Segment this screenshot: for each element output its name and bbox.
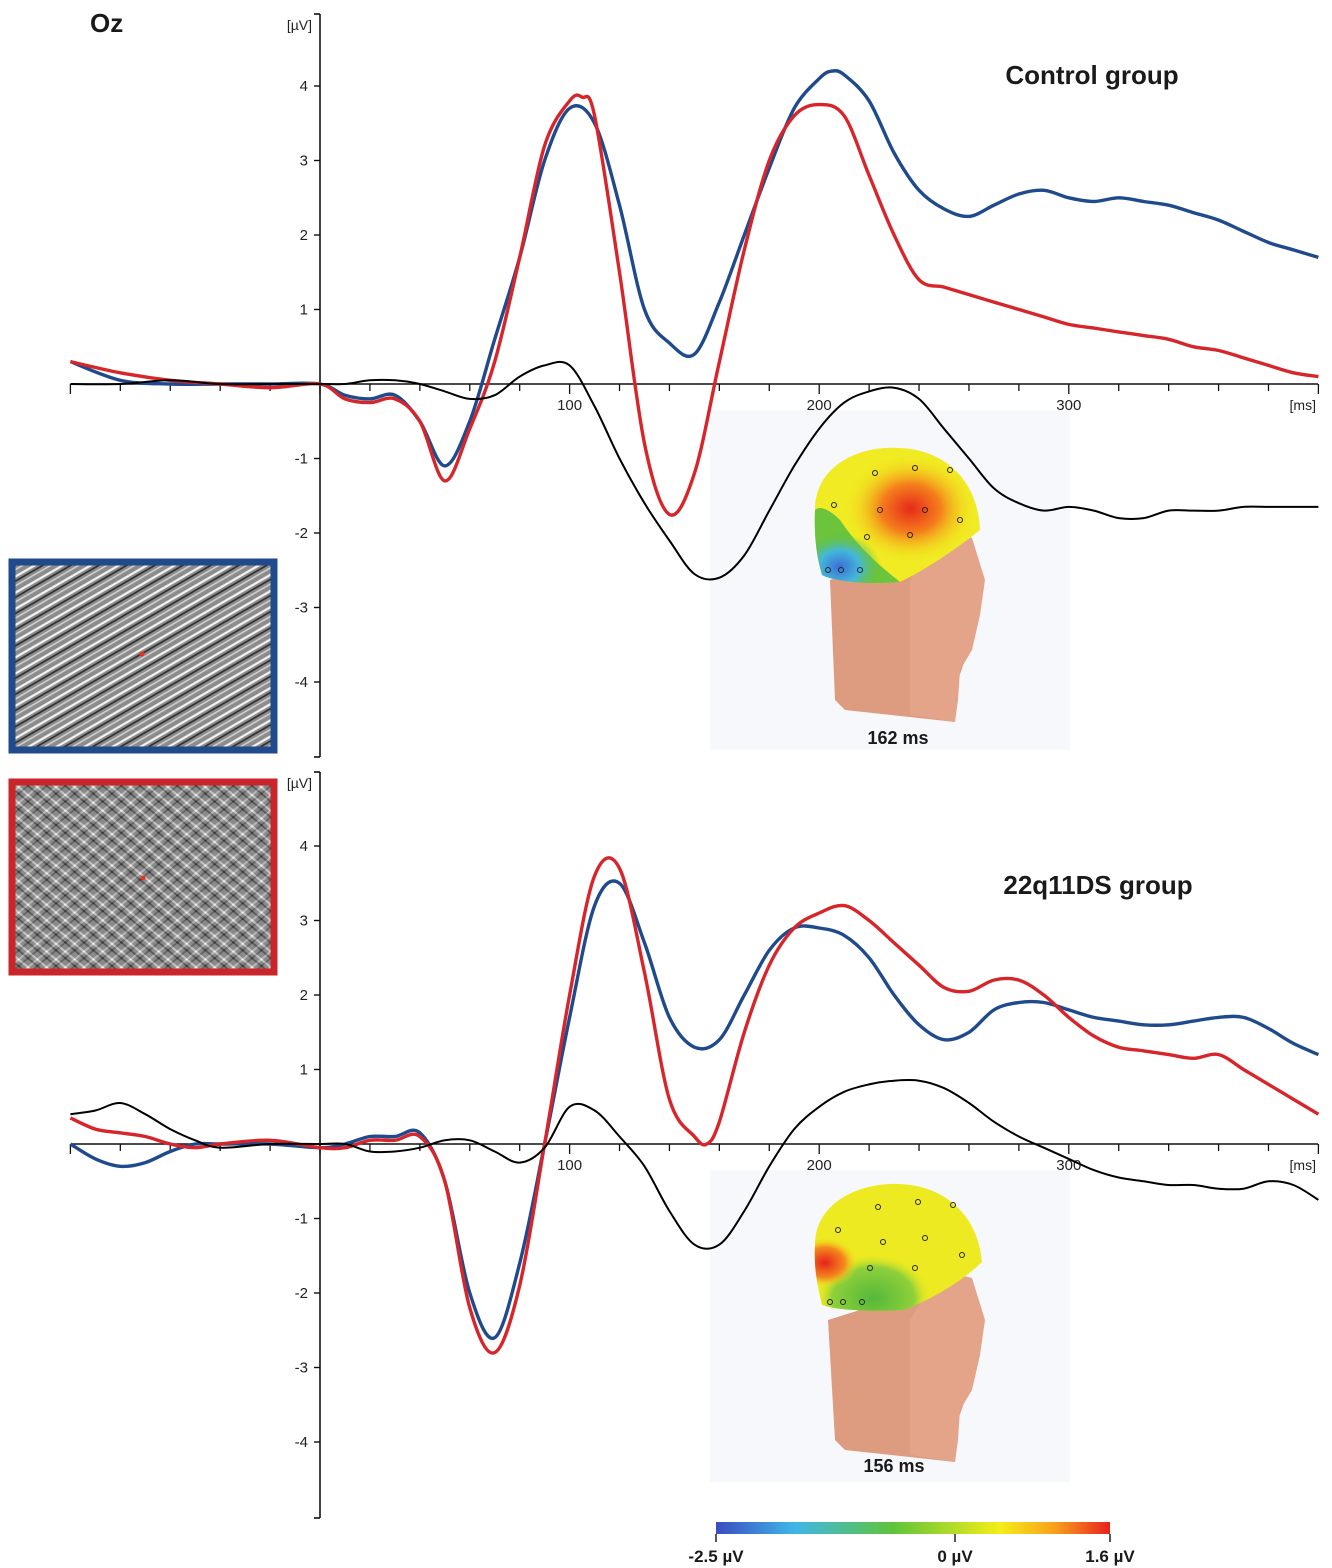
x-unit-label: [ms] (1290, 1157, 1316, 1173)
series-line-2 (70, 1078, 1319, 1250)
colorbar-label-min: -2.5 µV (688, 1547, 744, 1566)
y-tick-label: -4 (295, 674, 308, 691)
y-tick-label: -3 (295, 1360, 308, 1377)
series-line-1 (69, 856, 1320, 1355)
electrode-dots (827, 1199, 965, 1305)
control-group-title: Control group (1005, 60, 1178, 90)
y-tick-label: 2 (300, 987, 308, 1004)
y-tick-label: 1 (300, 1062, 308, 1079)
22q11ds-traces (69, 856, 1320, 1355)
control-topomap: 162 ms (710, 410, 1070, 750)
scalp-cool (814, 447, 980, 584)
y-tick-label: 1 (300, 302, 308, 319)
colorbar-gradient (716, 1522, 1110, 1534)
y-unit-label: [µV] (287, 17, 312, 33)
y-tick-label: 2 (300, 227, 308, 244)
x-tick-label: 100 (557, 1157, 582, 1174)
colorbar-label-mid: 0 µV (937, 1547, 973, 1566)
head-face (910, 530, 985, 722)
stimulus-blue-fixation (139, 651, 145, 657)
y-tick-label: -2 (295, 525, 308, 542)
x-tick-label: 300 (1056, 397, 1081, 414)
scalp-heat (814, 1183, 982, 1311)
y-tick-label: -2 (295, 1285, 308, 1302)
22q11ds-group-title: 22q11DS group (1003, 870, 1192, 900)
electrode-dots (825, 465, 963, 573)
control-group-panel: -4 -3 -2 -1 1 2 3 4 100 200 300 [µV] [ms] 162 ms Con… (69, 13, 1320, 758)
y-tick-label: -3 (295, 600, 308, 617)
series-line-2 (70, 360, 1319, 581)
stimulus-red-fixation (140, 875, 146, 881)
control-traces (69, 69, 1319, 581)
electrode-label: Oz (90, 8, 123, 38)
stimulus-red (8, 778, 278, 976)
series-line-1 (70, 93, 1319, 517)
y-tick-label: -1 (295, 1211, 308, 1228)
x-unit-label: [ms] (1290, 397, 1316, 413)
y-unit-label: [µV] (287, 775, 312, 791)
y-tick-label: 3 (300, 153, 308, 170)
y-tick-label: 4 (300, 838, 308, 855)
series-line-0 (69, 69, 1319, 468)
topomap-time: 162 ms (867, 728, 928, 748)
colorbar: -2.5 µV 0 µV 1.6 µV (688, 1522, 1135, 1566)
x-tick-label: 200 (807, 397, 832, 414)
stimulus-blue (8, 558, 278, 754)
y-tick-label: -1 (295, 451, 308, 468)
x-tick-label: 200 (807, 1157, 832, 1174)
x-tick-label: 100 (557, 397, 582, 414)
y-tick-label: -4 (295, 1434, 308, 1451)
colorbar-label-max: 1.6 µV (1085, 1547, 1135, 1566)
y-tick-label: 4 (300, 78, 308, 95)
stimulus-red-frame (8, 778, 278, 976)
22q11ds-topomap: 156 ms (710, 1170, 1070, 1482)
head-face (910, 1270, 985, 1462)
y-tick-label: 3 (300, 913, 308, 930)
topomap-time: 156 ms (863, 1456, 924, 1476)
